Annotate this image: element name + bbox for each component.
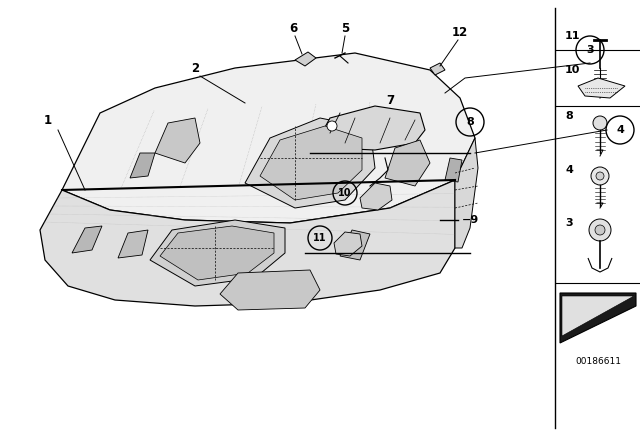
Text: 2: 2 (191, 61, 199, 74)
Polygon shape (130, 153, 155, 178)
Polygon shape (72, 226, 102, 253)
Polygon shape (340, 230, 370, 260)
Text: 10: 10 (339, 188, 352, 198)
Text: 3: 3 (565, 218, 573, 228)
Polygon shape (455, 138, 478, 248)
Text: 3: 3 (586, 45, 594, 55)
Text: 1: 1 (44, 113, 52, 126)
Text: 4: 4 (616, 125, 624, 135)
Circle shape (327, 121, 337, 131)
Polygon shape (220, 270, 320, 310)
Circle shape (595, 225, 605, 235)
Polygon shape (360, 183, 392, 210)
Polygon shape (318, 106, 425, 150)
Circle shape (596, 172, 604, 180)
Text: 4: 4 (565, 165, 573, 175)
Text: 11: 11 (313, 233, 327, 243)
Circle shape (593, 116, 607, 130)
Polygon shape (334, 232, 362, 256)
Polygon shape (385, 140, 430, 186)
Text: 00186611: 00186611 (575, 357, 621, 366)
Polygon shape (260, 126, 362, 200)
Polygon shape (245, 118, 375, 208)
Text: 6: 6 (289, 22, 297, 34)
Text: 5: 5 (341, 22, 349, 34)
Polygon shape (445, 158, 462, 182)
Text: 8: 8 (466, 117, 474, 127)
Polygon shape (430, 63, 445, 75)
Text: −9: −9 (462, 215, 479, 225)
Polygon shape (160, 226, 274, 280)
Text: 11: 11 (565, 31, 580, 41)
Circle shape (591, 167, 609, 185)
Polygon shape (560, 293, 636, 343)
Polygon shape (295, 52, 316, 66)
Polygon shape (578, 78, 625, 98)
Polygon shape (150, 220, 285, 286)
Polygon shape (40, 180, 455, 306)
Polygon shape (62, 53, 475, 223)
Text: 8: 8 (565, 111, 573, 121)
Text: 7: 7 (386, 94, 394, 107)
Text: 12: 12 (452, 26, 468, 39)
Polygon shape (155, 118, 200, 163)
Text: 10: 10 (565, 65, 580, 75)
Polygon shape (118, 230, 148, 258)
Polygon shape (562, 296, 634, 336)
Circle shape (589, 219, 611, 241)
Bar (555, 0, 640, 448)
